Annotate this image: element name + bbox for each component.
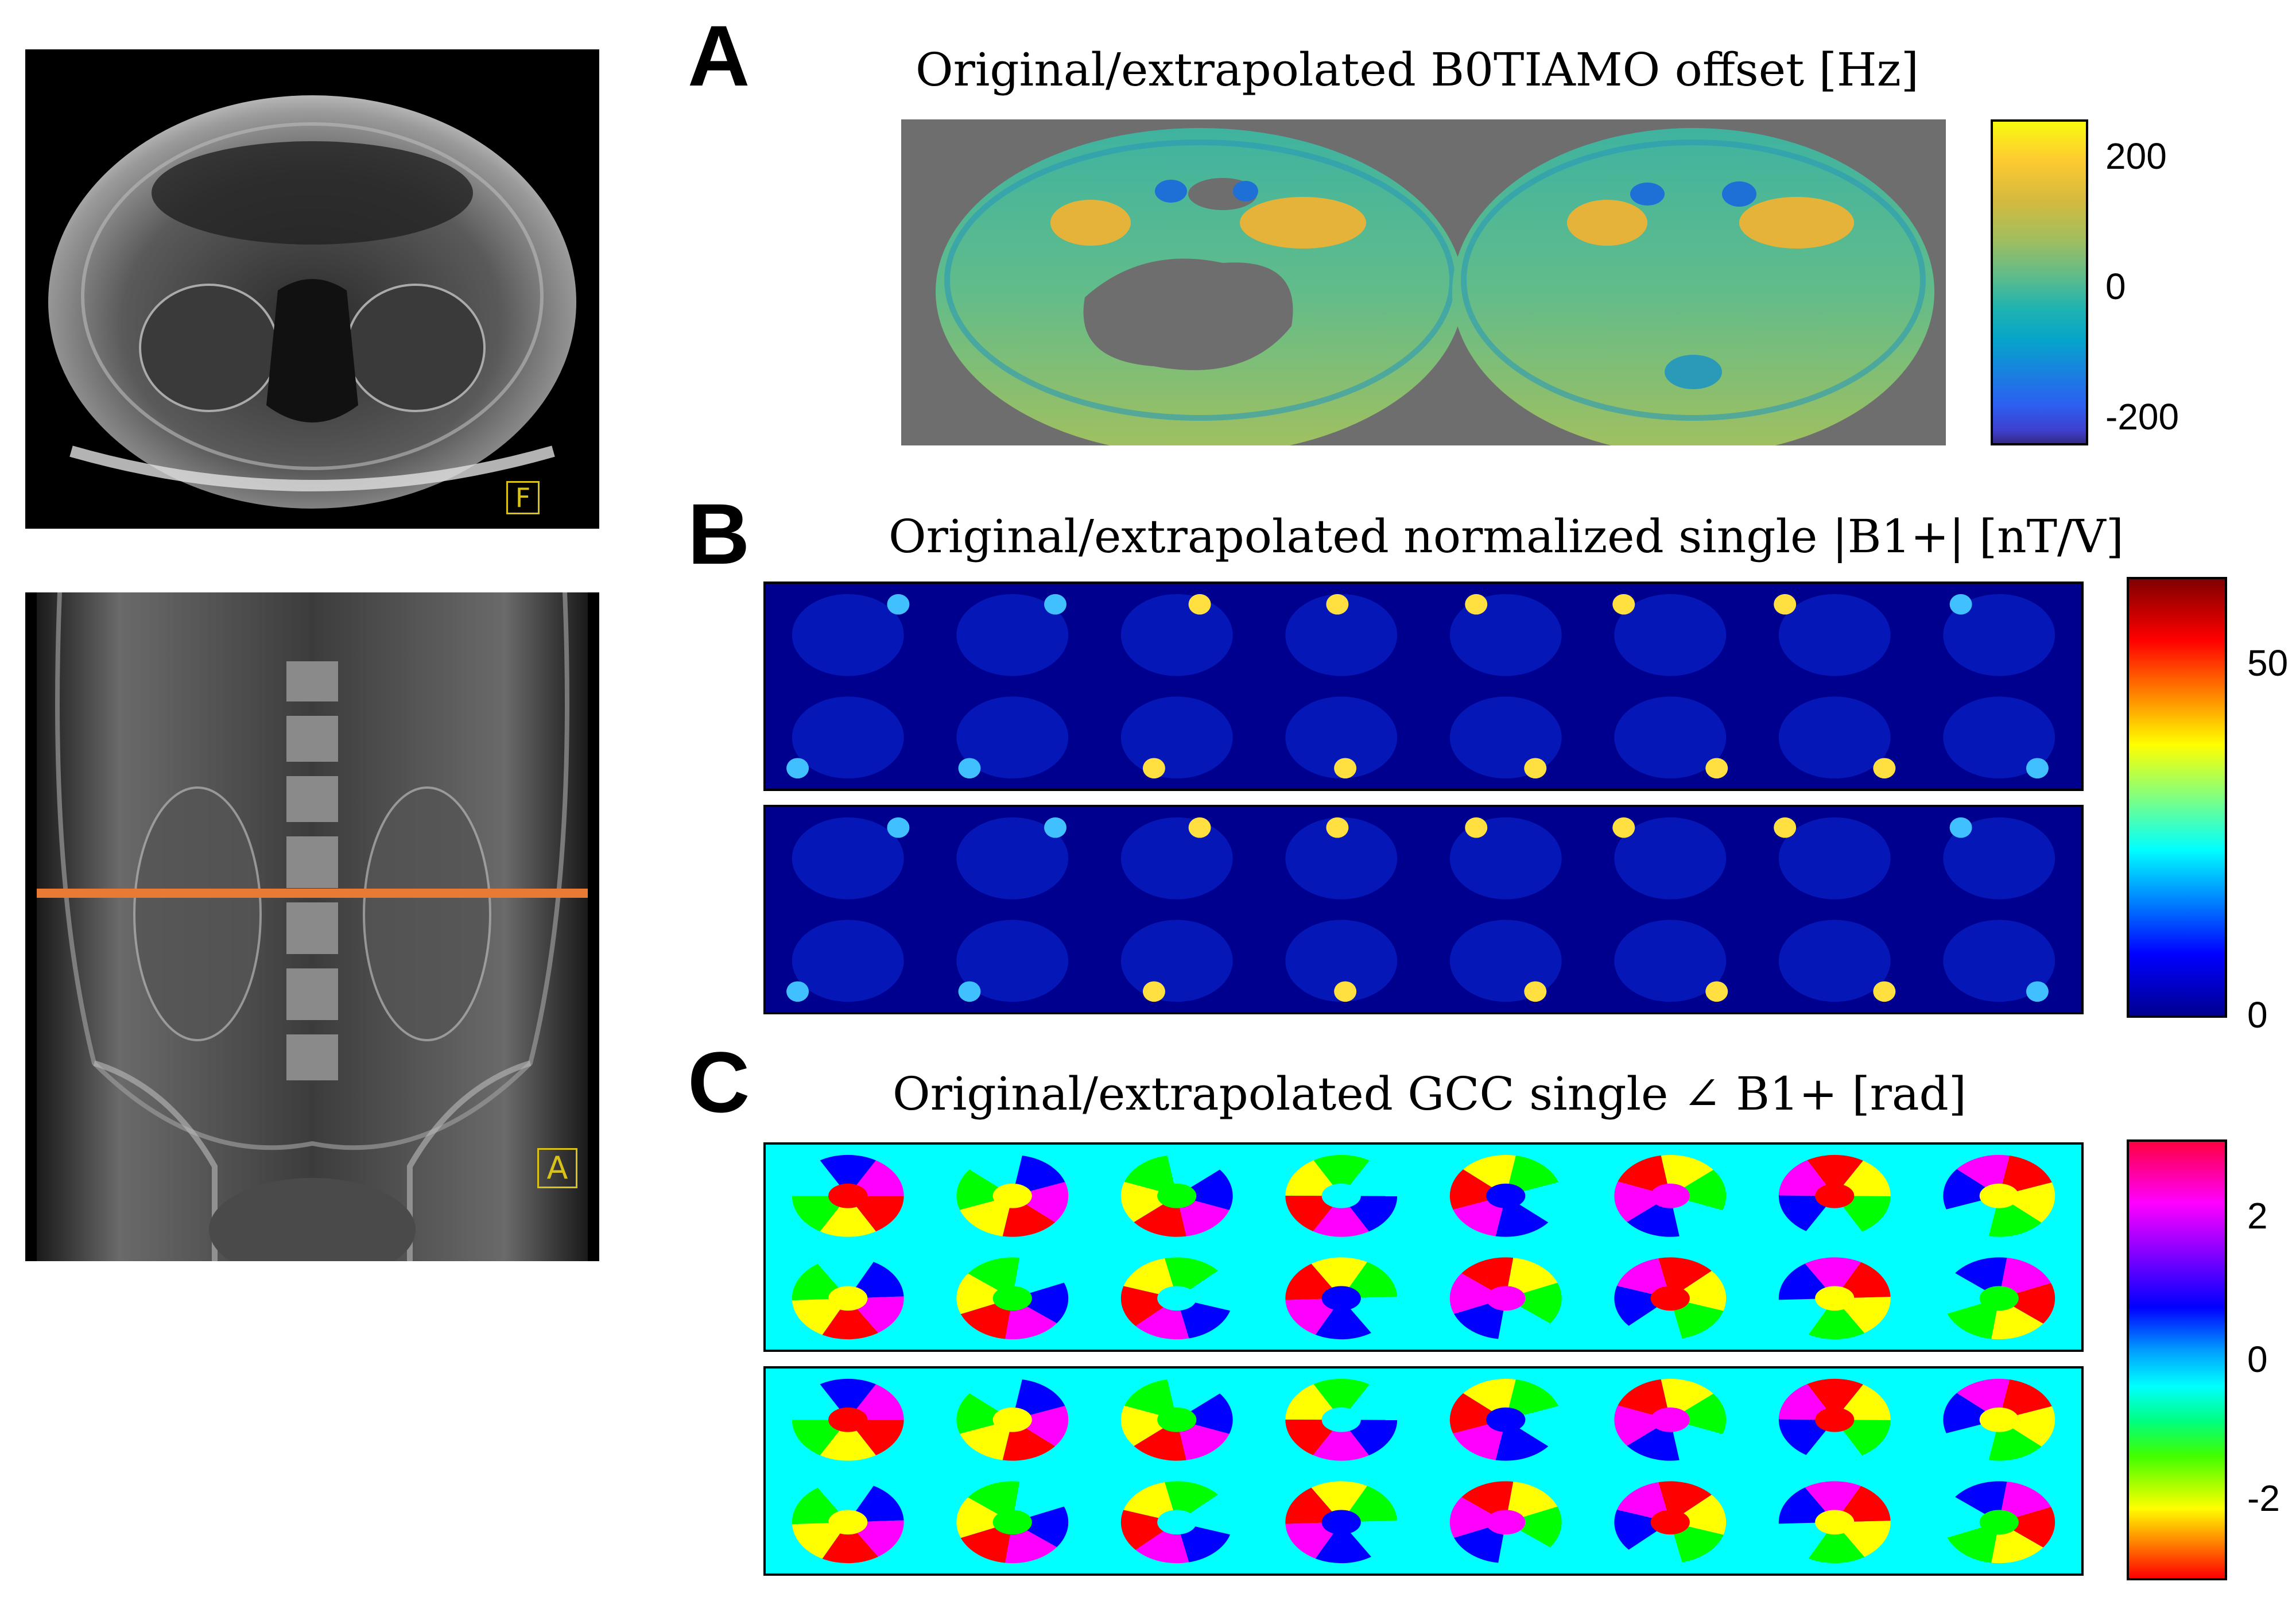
b1-phase-extrapolated-grid xyxy=(763,1366,2084,1576)
b1-magnitude-original-grid xyxy=(763,582,2084,791)
panel-letter-a: A xyxy=(688,7,750,104)
colorbar-b xyxy=(2127,577,2227,1018)
colorbar-b-tick-1: 0 xyxy=(2247,994,2268,1036)
b0-slice-extrapolated xyxy=(1452,128,1934,445)
panel-b-title: Original/extrapolated normalized single … xyxy=(889,510,2124,563)
channel-map xyxy=(1285,594,1398,676)
channel-map xyxy=(1614,920,1728,1002)
channel-map xyxy=(1449,817,1562,900)
channel-map xyxy=(1943,920,2055,1002)
channel-map xyxy=(1285,1257,1398,1340)
colorbar-a-tick-0: 200 xyxy=(2105,135,2167,177)
channel-map xyxy=(1120,1481,1233,1564)
channel-map xyxy=(1285,1154,1398,1237)
channel-map xyxy=(1285,1481,1398,1564)
b0-offset-map xyxy=(901,119,1946,445)
colorbar-a-tick-1: 0 xyxy=(2105,266,2126,307)
channel-map xyxy=(956,920,1069,1002)
channel-map xyxy=(956,1154,1069,1237)
channel-map xyxy=(1449,920,1562,1002)
channel-map xyxy=(1943,1257,2055,1340)
channel-map xyxy=(792,817,910,900)
channel-map xyxy=(1778,1378,1891,1461)
channel-map xyxy=(1943,1481,2055,1564)
channel-map xyxy=(792,594,910,676)
channel-map xyxy=(1120,1154,1233,1237)
slice-position-line xyxy=(37,889,588,898)
channel-map xyxy=(956,1481,1069,1564)
channel-map xyxy=(1614,1481,1727,1564)
channel-map xyxy=(1120,696,1233,779)
channel-map xyxy=(1943,1154,2055,1237)
colorbar-a-tick-2: -200 xyxy=(2105,396,2179,437)
channel-map xyxy=(1943,594,2055,676)
channel-map xyxy=(1778,1257,1891,1340)
channel-map xyxy=(1120,594,1233,676)
colorbar-c-tick-2: -2 xyxy=(2247,1478,2280,1519)
channel-map xyxy=(1778,696,1896,779)
b1-magnitude-extrapolated-grid xyxy=(763,805,2084,1014)
channel-map xyxy=(792,1378,904,1461)
colorbar-b-tick-0: 50 xyxy=(2247,642,2289,684)
channel-map xyxy=(956,1257,1069,1340)
channel-map xyxy=(1614,1257,1727,1340)
channel-map xyxy=(1612,817,1727,900)
channel-map xyxy=(1285,920,1398,1002)
panel-a-title: Original/extrapolated B0TIAMO offset [Hz… xyxy=(916,43,1919,96)
channel-map xyxy=(786,696,904,779)
spine-vertebrae xyxy=(286,661,338,1080)
coronal-mri-image: A xyxy=(25,592,599,1261)
colorbar-a xyxy=(1991,119,2088,445)
channel-map xyxy=(1449,1154,1562,1237)
channel-map xyxy=(1449,1257,1562,1340)
channel-map xyxy=(1285,817,1398,900)
channel-map xyxy=(786,920,904,1002)
channel-map xyxy=(792,1154,904,1237)
channel-map xyxy=(1614,1154,1727,1237)
channel-map xyxy=(792,1257,904,1340)
channel-map xyxy=(1449,1378,1562,1461)
b1-phase-original-grid xyxy=(763,1142,2084,1352)
panel-letter-c: C xyxy=(688,1034,750,1130)
channel-map xyxy=(1614,1378,1727,1461)
channel-map xyxy=(956,594,1069,676)
channel-map xyxy=(1449,1481,1562,1564)
colorbar-c-tick-0: 2 xyxy=(2247,1195,2268,1236)
channel-map xyxy=(956,1378,1069,1461)
channel-map xyxy=(1285,1378,1398,1461)
channel-map xyxy=(1120,1257,1233,1340)
channel-map xyxy=(1120,920,1233,1002)
channel-map xyxy=(956,817,1069,900)
b0-slice-original xyxy=(936,128,1464,445)
axial-mri-image: F xyxy=(25,49,599,529)
channel-map xyxy=(1614,696,1728,779)
channel-map xyxy=(1943,817,2055,900)
channel-map xyxy=(1778,920,1896,1002)
channel-map xyxy=(1774,817,1891,900)
channel-map xyxy=(1449,594,1562,676)
channel-map xyxy=(1449,696,1562,779)
channel-map xyxy=(1943,1378,2055,1461)
colorbar-c xyxy=(2127,1139,2227,1580)
channel-map xyxy=(1774,594,1891,676)
orientation-marker-f: F xyxy=(506,481,540,514)
channel-map xyxy=(1120,817,1233,900)
channel-map xyxy=(1285,696,1398,779)
orientation-marker-a: A xyxy=(537,1148,577,1188)
panel-letter-b: B xyxy=(688,486,750,582)
channel-map xyxy=(1778,1481,1891,1564)
channel-map xyxy=(956,696,1069,779)
colorbar-c-tick-1: 0 xyxy=(2247,1339,2268,1380)
panel-c-title: Original/extrapolated GCC single ∠ B1+ [… xyxy=(893,1067,1967,1121)
channel-map xyxy=(1120,1378,1233,1461)
channel-map xyxy=(1943,696,2055,779)
channel-map xyxy=(1778,1154,1891,1237)
channel-map xyxy=(1612,594,1727,676)
channel-map xyxy=(792,1481,904,1564)
